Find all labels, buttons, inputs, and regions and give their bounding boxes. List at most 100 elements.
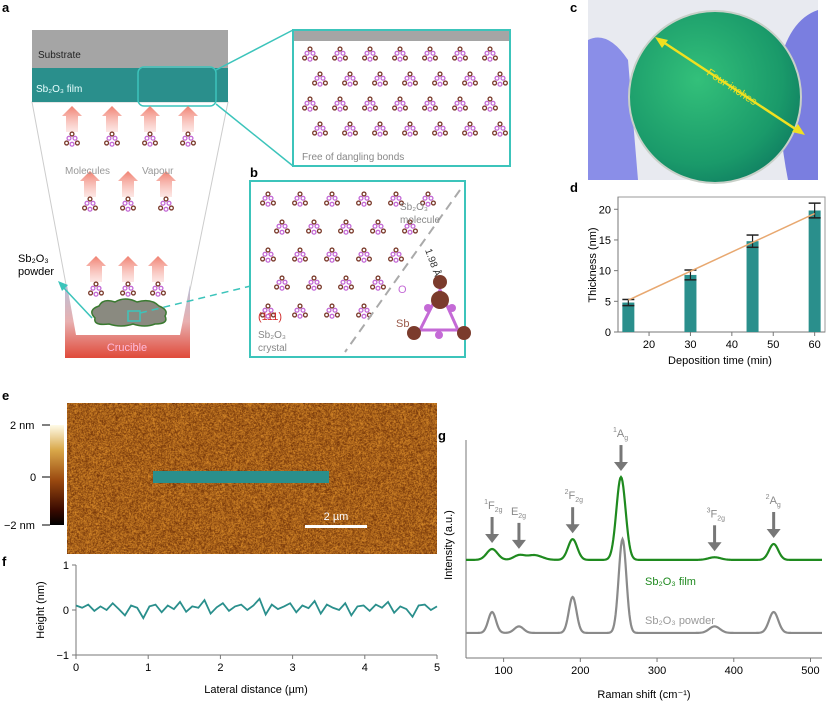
molecule-icon [158,196,174,212]
atom [185,141,191,147]
molecule-icon [312,121,328,137]
atom [362,55,368,61]
atom [158,285,164,291]
molecule-icon [324,247,340,263]
atom [90,200,96,206]
x-tick-label: 300 [648,665,666,677]
peak-label: 2Ag [766,494,781,509]
atom [404,125,410,131]
peak-label-sub: 2g [495,507,503,514]
vapour-label: Vapour [142,166,174,177]
molecule-icon [392,46,408,62]
atom [93,291,99,297]
bar [684,274,697,332]
molecule-icon [372,71,388,87]
atom [412,228,418,234]
atom [427,56,433,62]
atom [270,256,276,262]
atom [342,55,348,61]
molecule-icon [120,196,136,212]
panel-label-d: d [570,180,578,195]
legend-film: Sb₂O₃ film [645,576,696,588]
molecule-icon [402,71,418,87]
molecule-icon [312,71,328,87]
molecule-icon [370,275,386,291]
atom [377,71,383,77]
atom [430,50,436,56]
atom [317,121,323,127]
atom [397,46,403,52]
atom [434,75,440,81]
x-tick-label: 200 [571,665,589,677]
atom [155,291,161,297]
x-tick-label: 500 [801,665,819,677]
atom [434,125,440,131]
atom [292,200,298,206]
atom [294,307,300,313]
atom [407,229,413,235]
atom [279,285,285,291]
atom [268,195,274,201]
atom [432,80,438,86]
y-tick-label: 1 [63,560,69,572]
atom [375,285,381,291]
atom [412,130,418,136]
atom [302,55,308,61]
molecule-icon [420,191,436,207]
atom [464,75,470,81]
atom [276,279,282,285]
atom [302,256,308,262]
atom [358,307,364,313]
fit-line [628,212,815,301]
panel-c-wafer-photo: Four inches [588,0,818,184]
atom [334,100,340,106]
atom [322,130,328,136]
peak-label: 2F2g [565,489,584,504]
atom [308,223,314,229]
atom [265,313,271,319]
atom [372,105,378,111]
atom [128,285,134,291]
molecule-icon [372,121,388,137]
panel-label-b: b [250,165,258,180]
atom [329,201,335,207]
atom [338,228,344,234]
peak-label: 1Ag [613,427,628,442]
atom [114,140,120,146]
molecule-icon [120,281,136,297]
molecule-icon [362,96,378,112]
atom [74,140,80,146]
atom [163,206,169,212]
atom [72,135,78,141]
atom [377,121,383,127]
atom [109,141,115,147]
atom [374,125,380,131]
y-tick-label: 15 [599,235,611,247]
atom [362,105,368,111]
atom [270,200,276,206]
vapour-arrow-icon [80,171,100,197]
atom [397,106,403,112]
powder-pile [91,298,167,327]
wafer [628,10,802,184]
panel-label-e: e [2,388,9,403]
vapour-arrow-icon [178,106,198,132]
atom [482,55,488,61]
atom [402,80,408,86]
atom [396,251,402,257]
atom [402,55,408,61]
atom [314,279,320,285]
atom [361,201,367,207]
atom [367,46,373,52]
molecule-icon [274,275,290,291]
atom [392,55,398,61]
atom [472,130,478,136]
film-spectrum [465,475,822,562]
atom [98,290,104,296]
atom [343,285,349,291]
x-tick-label: 1 [145,662,151,674]
atom [437,81,443,87]
atom [337,96,343,102]
molecule-icon [402,219,418,235]
atom [412,80,418,86]
